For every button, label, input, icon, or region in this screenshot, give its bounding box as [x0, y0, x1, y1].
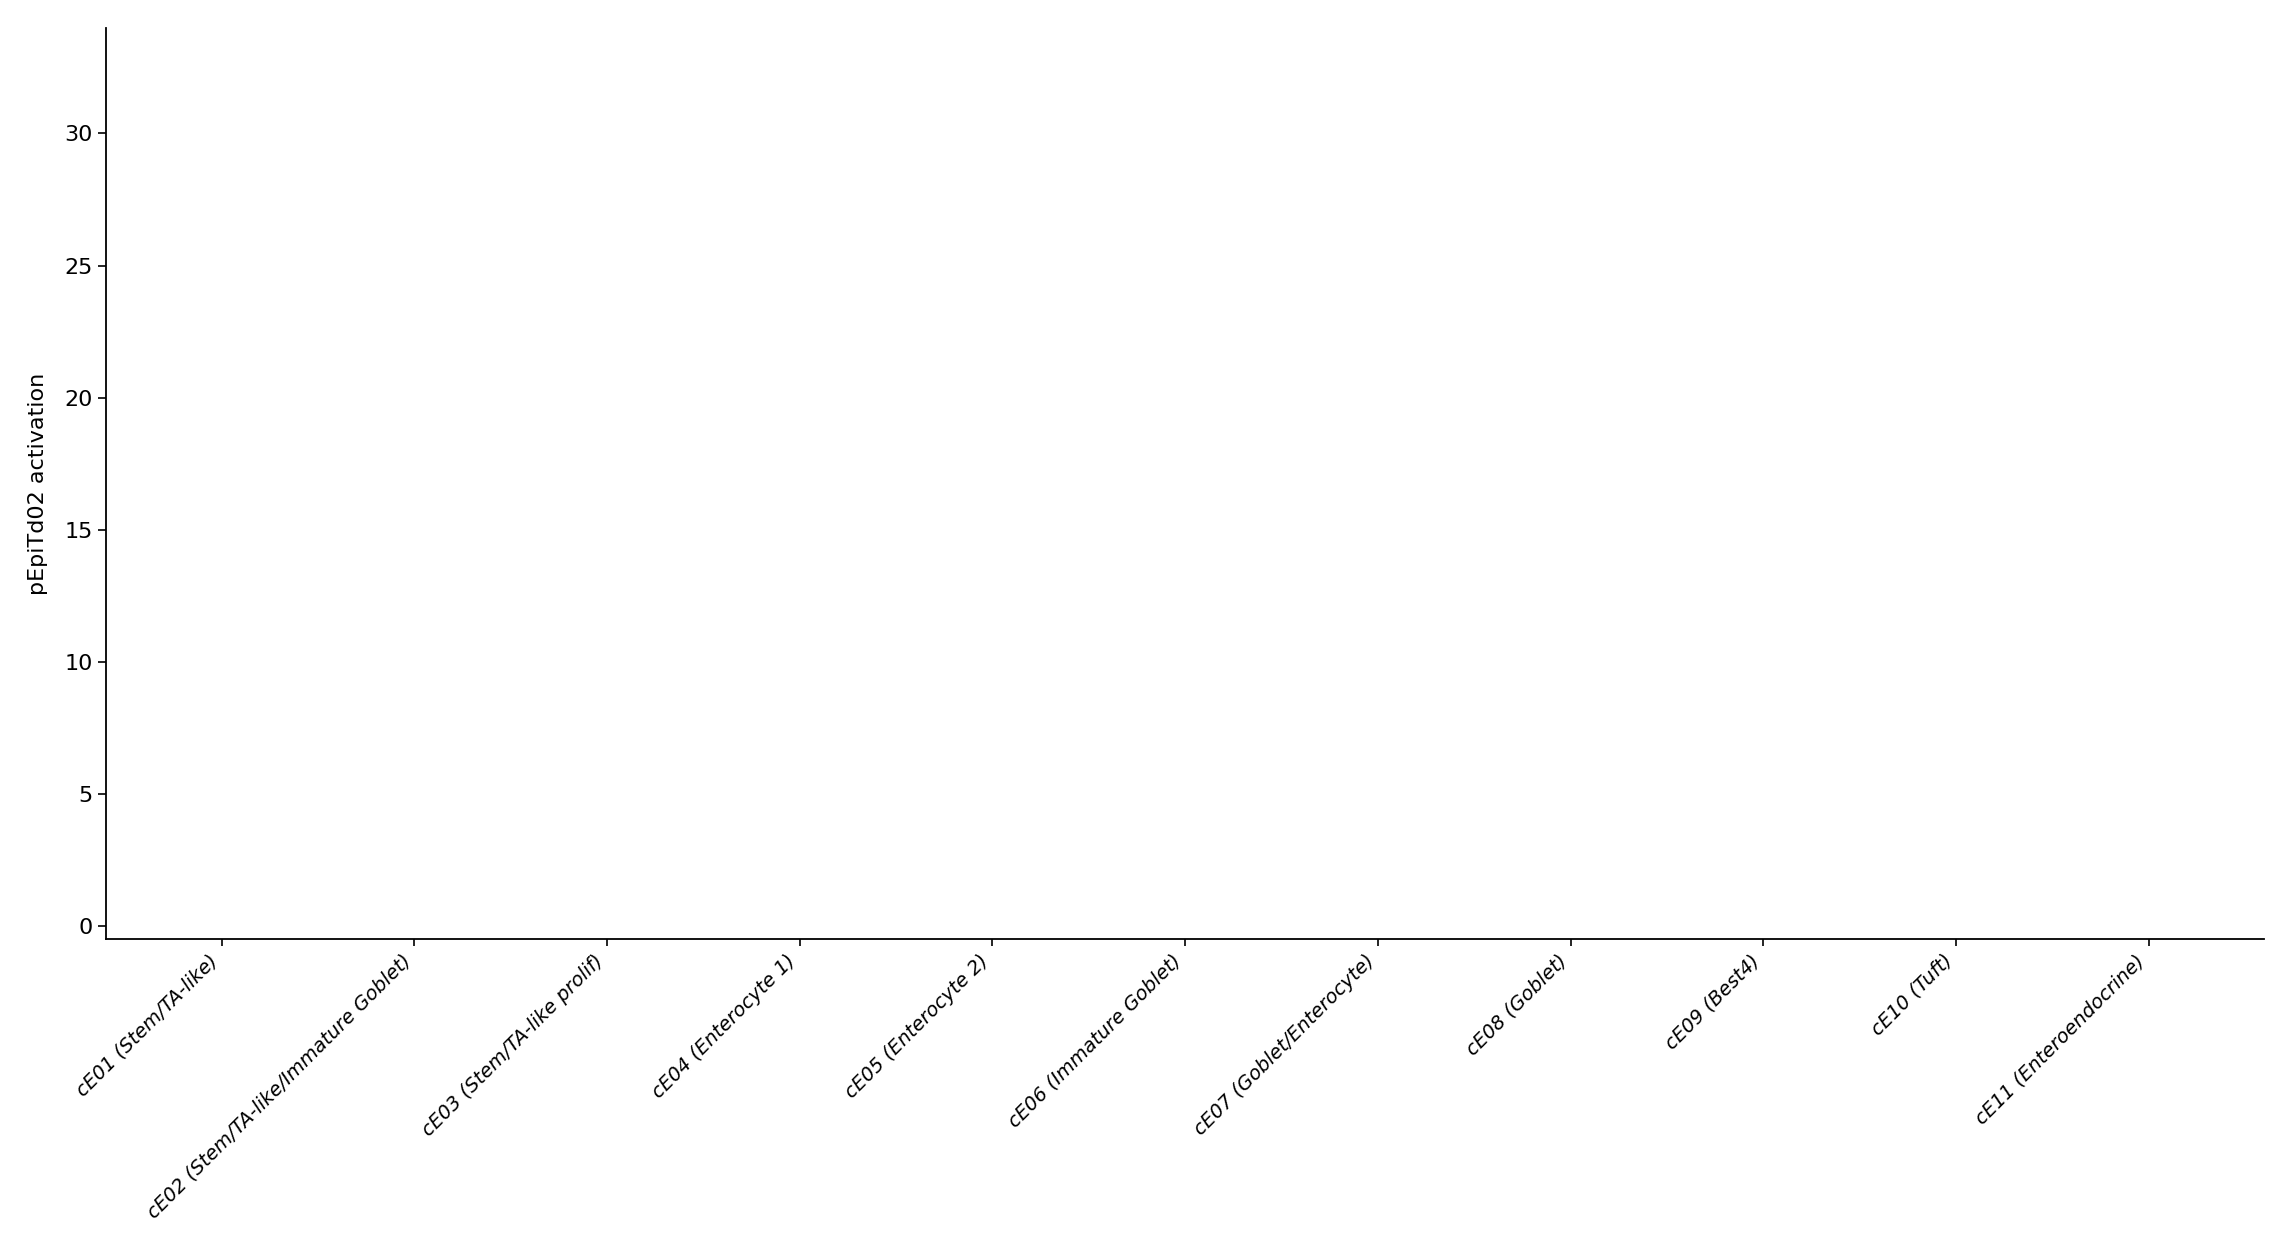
Y-axis label: pEpiTd02 activation: pEpiTd02 activation	[28, 372, 48, 595]
